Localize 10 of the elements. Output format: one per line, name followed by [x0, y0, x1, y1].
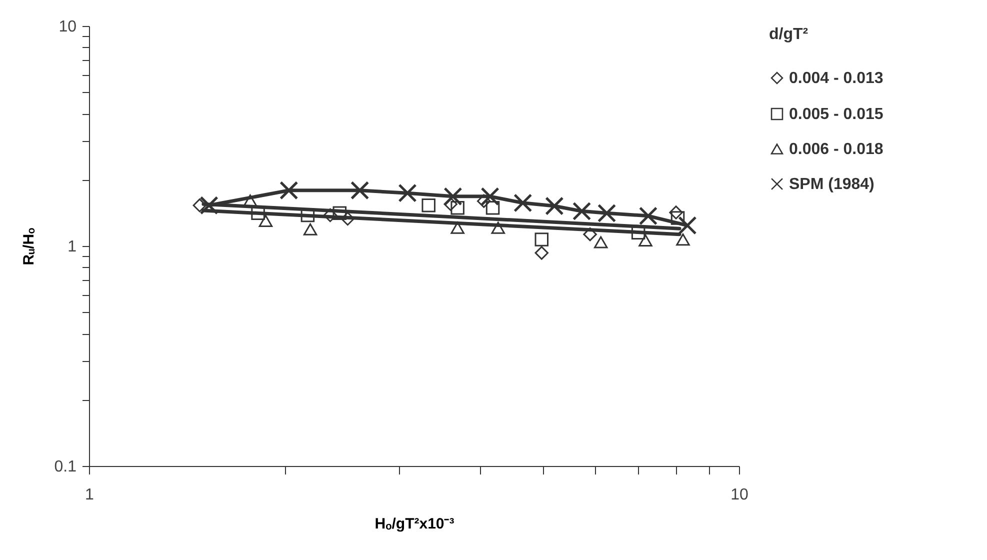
y-axis-title: Rᵤ/Hₒ — [20, 228, 38, 266]
y-tick-label: 1 — [68, 238, 77, 256]
legend-title: d/gT² — [769, 26, 808, 43]
x-axis-title: Hₒ/gT²x10⁻³ — [374, 516, 454, 532]
legend-label: 0.006 - 0.018 — [789, 141, 884, 158]
legend-label: 0.004 - 0.013 — [789, 70, 884, 87]
legend-label: SPM (1984) — [789, 176, 874, 193]
y-tick-label: 10 — [58, 18, 77, 36]
legend-label: 0.005 - 0.015 — [789, 106, 884, 123]
y-tick-label: 0.1 — [54, 458, 77, 476]
